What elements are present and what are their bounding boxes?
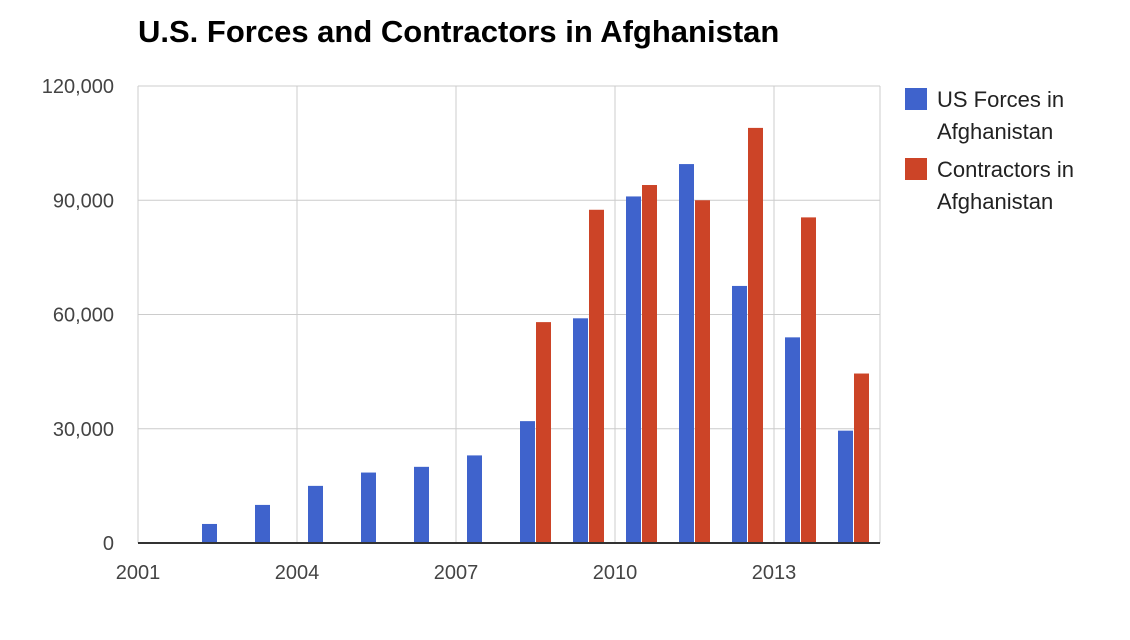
bar-us-forces[interactable] <box>732 285 747 543</box>
y-tick-label: 90,000 <box>53 190 114 212</box>
bar-contractors[interactable] <box>748 127 763 544</box>
y-tick-label: 120,000 <box>42 76 114 98</box>
bar-contractors[interactable] <box>801 217 816 543</box>
bar-contractors[interactable] <box>854 373 869 543</box>
bar-us-forces[interactable] <box>785 337 800 543</box>
bar-us-forces[interactable] <box>838 430 853 543</box>
y-tick-label: 30,000 <box>53 419 114 441</box>
bar-us-forces[interactable] <box>202 523 217 543</box>
bar-us-forces[interactable] <box>308 485 323 543</box>
legend-label-us-forces: US Forces in Afghanistan <box>937 87 1065 144</box>
legend-label-contractors: Contractors in Afghanistan <box>937 157 1074 214</box>
bar-us-forces[interactable] <box>361 472 376 543</box>
bar-series-group <box>202 127 869 544</box>
legend-item-contractors: Contractors in Afghanistan <box>905 154 1115 218</box>
bar-us-forces[interactable] <box>414 466 429 543</box>
y-tick-label: 0 <box>103 533 114 555</box>
bar-us-forces[interactable] <box>573 318 588 543</box>
x-axis-tick-labels: 2001 2004 2007 2010 2013 <box>116 562 797 584</box>
x-tick-label: 2004 <box>275 562 320 584</box>
y-axis-tick-labels: 0 30,000 60,000 90,000 120,000 <box>42 76 114 555</box>
bar-us-forces[interactable] <box>626 196 641 544</box>
bar-us-forces[interactable] <box>679 164 694 543</box>
x-tick-label: 2010 <box>593 562 638 584</box>
bar-us-forces[interactable] <box>467 455 482 543</box>
bar-contractors[interactable] <box>536 322 551 543</box>
x-tick-label: 2013 <box>752 562 797 584</box>
chart-title: U.S. Forces and Contractors in Afghanist… <box>138 14 780 49</box>
bar-contractors[interactable] <box>642 185 657 543</box>
bar-us-forces[interactable] <box>520 421 535 543</box>
legend-item-us-forces: US Forces in Afghanistan <box>905 84 1115 148</box>
legend-swatch-contractors <box>905 158 927 180</box>
x-tick-label: 2001 <box>116 562 161 584</box>
x-tick-label: 2007 <box>434 562 479 584</box>
bar-contractors[interactable] <box>589 209 604 544</box>
bar-contractors[interactable] <box>695 200 710 543</box>
legend-swatch-us-forces <box>905 88 927 110</box>
bar-us-forces[interactable] <box>255 504 270 543</box>
grid-lines <box>137 85 881 543</box>
y-tick-label: 60,000 <box>53 305 114 327</box>
legend: US Forces in Afghanistan Contractors in … <box>905 84 1115 224</box>
